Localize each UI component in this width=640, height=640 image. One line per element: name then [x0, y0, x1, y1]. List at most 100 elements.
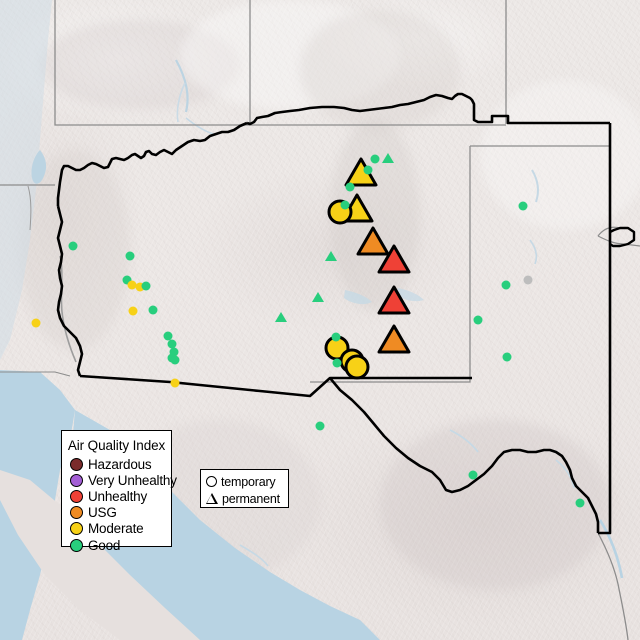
station-marker-good-temporary[interactable] — [468, 470, 478, 480]
station-marker-good-temporary[interactable] — [345, 182, 355, 192]
interior-border — [54, 0, 250, 126]
station-marker-good-temporary[interactable] — [363, 165, 373, 175]
aqi-legend: Air Quality Index Hazardous Very Unhealt… — [61, 430, 177, 553]
station-marker-usg-permanent[interactable] — [377, 324, 411, 354]
triangle-outline-icon — [206, 493, 218, 504]
legend-label: permanent — [222, 491, 280, 506]
station-marker-good-temporary[interactable] — [502, 352, 512, 362]
relief-shading — [480, 80, 640, 230]
legend-label: temporary — [221, 474, 276, 489]
state-border-az-north — [56, 121, 248, 206]
relief-shading — [40, 20, 240, 110]
aqi-legend-title: Air Quality Index — [67, 438, 166, 453]
legend-item-good[interactable]: Good — [62, 537, 171, 553]
international-border-rio-grande — [329, 377, 600, 533]
station-marker-good-permanent[interactable] — [325, 251, 337, 261]
station-marker-good-temporary[interactable] — [167, 339, 177, 349]
swatch-very-unhealthy-icon — [70, 473, 83, 487]
station-marker-moderate-temporary[interactable] — [344, 354, 370, 380]
station-marker-good-permanent[interactable] — [312, 292, 324, 302]
station-marker-good-temporary[interactable] — [141, 281, 151, 291]
station-marker-good-temporary[interactable] — [148, 305, 158, 315]
legend-label: Hazardous — [88, 456, 152, 472]
station-marker-good-temporary[interactable] — [332, 358, 342, 368]
international-border-us-mexico — [79, 374, 472, 398]
station-marker-good-temporary[interactable] — [340, 200, 350, 210]
swatch-moderate-icon — [70, 522, 83, 536]
relief-shading — [380, 420, 610, 590]
baja-peninsula-land — [0, 470, 200, 640]
station-marker-good-temporary[interactable] — [473, 315, 483, 325]
state-border-az-ut — [246, 92, 610, 126]
station-marker-unhealthy-permanent[interactable] — [377, 244, 411, 274]
swatch-hazardous-icon — [70, 457, 83, 471]
river — [239, 544, 269, 567]
marker-layer — [0, 0, 640, 508]
swatch-usg-icon — [70, 506, 83, 520]
station-marker-moderate-temporary[interactable] — [128, 306, 138, 316]
lake — [396, 288, 424, 302]
station-marker-good-temporary[interactable] — [575, 498, 585, 508]
legend-label: Unhealthy — [88, 488, 147, 504]
state-border-az-ca — [56, 205, 84, 377]
legend-label: USG — [88, 505, 117, 521]
river — [529, 239, 538, 265]
lake — [344, 290, 372, 305]
circle-outline-icon — [206, 476, 217, 487]
river — [175, 59, 189, 113]
station-marker-good-temporary[interactable] — [170, 355, 180, 365]
legend-item-moderate[interactable]: Moderate — [62, 521, 171, 537]
swatch-unhealthy-icon — [70, 489, 83, 503]
station-marker-good-temporary[interactable] — [518, 201, 528, 211]
station-marker-good-temporary[interactable] — [370, 154, 380, 164]
station-marker-moderate-temporary[interactable] — [31, 318, 41, 328]
legend-label: Moderate — [88, 521, 144, 537]
pacific-ocean-water — [0, 0, 52, 360]
station-marker-moderate-temporary[interactable] — [127, 280, 137, 290]
station-marker-no-data-temporary[interactable] — [523, 275, 533, 285]
interior-border — [0, 371, 71, 377]
river — [176, 82, 186, 123]
station-marker-good-temporary[interactable] — [315, 421, 325, 431]
swatch-good-icon — [70, 538, 83, 552]
legend-label: Good — [88, 537, 121, 553]
station-marker-good-temporary[interactable] — [163, 331, 173, 341]
legend-item-hazardous[interactable]: Hazardous — [62, 456, 171, 472]
river — [598, 519, 624, 579]
station-type-legend: temporary permanent — [200, 469, 289, 508]
lake-mead — [31, 150, 47, 184]
station-marker-good-permanent[interactable] — [382, 153, 394, 163]
state-border-nm-tx — [598, 123, 612, 535]
station-marker-unhealthy-permanent[interactable] — [377, 285, 411, 315]
relief-shading — [180, 0, 400, 110]
river — [531, 169, 540, 203]
legend-item-very-unhealthy[interactable]: Very Unhealthy — [62, 472, 177, 488]
station-marker-good-temporary[interactable] — [125, 251, 135, 261]
legend-item-unhealthy[interactable]: Unhealthy — [62, 488, 171, 504]
station-marker-usg-permanent[interactable] — [356, 226, 390, 256]
state-border-panhandle-notch — [609, 226, 636, 248]
river — [449, 429, 479, 453]
station-marker-good-temporary[interactable] — [68, 241, 78, 251]
station-marker-good-temporary[interactable] — [169, 347, 179, 357]
river — [185, 117, 215, 135]
legend-item-temporary[interactable]: temporary — [201, 473, 288, 490]
station-marker-good-temporary[interactable] — [122, 275, 132, 285]
interior-border — [310, 146, 471, 383]
interior-border — [27, 185, 32, 231]
station-marker-moderate-temporary[interactable] — [135, 282, 145, 292]
interior-border — [597, 532, 629, 640]
state-border-shadow — [59, 255, 77, 363]
station-marker-good-permanent[interactable] — [275, 312, 287, 322]
station-marker-good-temporary[interactable] — [501, 280, 511, 290]
legend-item-permanent[interactable]: permanent — [201, 490, 288, 507]
station-marker-moderate-temporary[interactable] — [170, 378, 180, 388]
legend-item-usg[interactable]: USG — [62, 505, 171, 521]
river — [555, 459, 575, 489]
legend-label: Very Unhealthy — [88, 472, 177, 488]
relief-shading — [300, 10, 460, 130]
station-marker-good-temporary[interactable] — [331, 332, 341, 342]
